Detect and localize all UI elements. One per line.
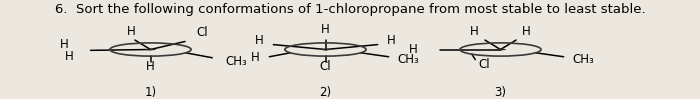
Text: 6.  Sort the following conformations of 1-chloropropane from most stable to leas: 6. Sort the following conformations of 1… — [55, 3, 645, 16]
Text: CH₃: CH₃ — [398, 53, 419, 66]
Text: H: H — [321, 23, 330, 36]
Circle shape — [145, 49, 156, 50]
Text: H: H — [470, 25, 479, 38]
Text: H: H — [251, 51, 260, 64]
Text: CH₃: CH₃ — [573, 53, 594, 66]
Text: 1): 1) — [144, 86, 157, 99]
Circle shape — [495, 49, 506, 50]
Text: H: H — [127, 25, 136, 38]
Text: H: H — [410, 43, 418, 56]
Text: H: H — [255, 34, 264, 47]
Text: H: H — [522, 25, 531, 38]
Text: Cl: Cl — [479, 58, 490, 71]
Text: 2): 2) — [319, 86, 332, 99]
Text: CH₃: CH₃ — [225, 55, 247, 68]
Text: 3): 3) — [494, 86, 507, 99]
Text: Cl: Cl — [320, 60, 331, 73]
Text: H: H — [65, 50, 74, 63]
Text: H: H — [146, 60, 155, 73]
Text: H: H — [60, 38, 69, 51]
Circle shape — [320, 49, 331, 50]
Text: H: H — [387, 34, 396, 47]
Text: Cl: Cl — [197, 26, 209, 39]
